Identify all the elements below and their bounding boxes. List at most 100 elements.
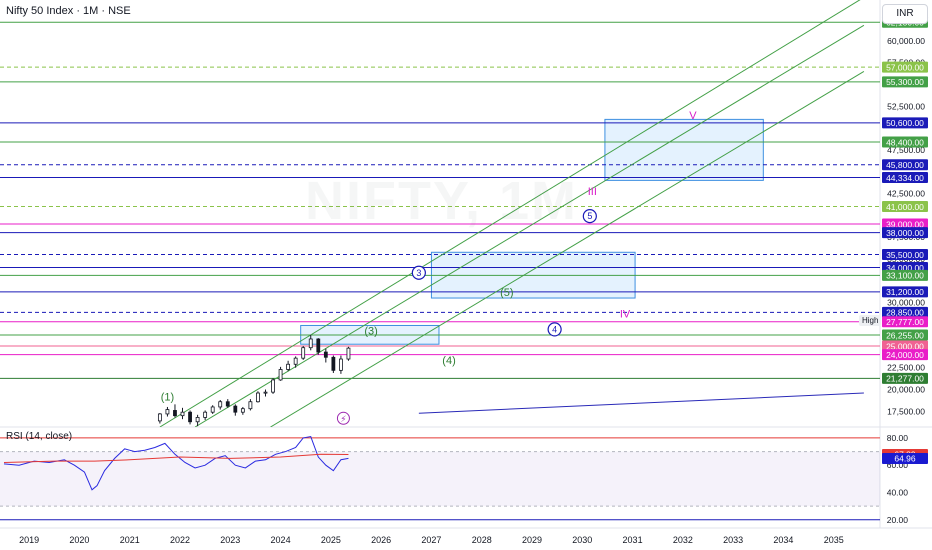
time-tick-label: 2026 [371, 535, 391, 545]
price-level-label: 55,300.00 [886, 77, 924, 87]
price-tick-label: 60,000.00 [887, 36, 925, 46]
time-tick-label: 2024 [271, 535, 291, 545]
price-level-tag [882, 201, 928, 213]
price-level-tag [882, 269, 928, 281]
rsi-tick-label: 40.00 [887, 488, 909, 498]
candle [293, 357, 298, 365]
candle [308, 338, 313, 349]
rsi-title[interactable]: RSI (14, close) [6, 431, 73, 442]
candle [278, 369, 283, 381]
time-tick-label: 2030 [572, 535, 592, 545]
time-tick-label: 2019 [19, 535, 39, 545]
time-tick-label: 2032 [673, 535, 693, 545]
price-level-tag [882, 248, 928, 260]
price-level-label: 28,850.00 [886, 308, 924, 318]
wave-label: IV [620, 309, 631, 321]
candle [240, 408, 245, 413]
candle [157, 413, 162, 422]
currency-button[interactable]: INR [882, 4, 928, 24]
trend-channel-line [194, 24, 865, 427]
price-level-label: 48,400.00 [886, 137, 924, 147]
candle [233, 405, 238, 413]
candle [286, 363, 291, 370]
rsi-value-label: 64.96 [894, 454, 916, 464]
price-level-tag [882, 340, 928, 352]
price-level-label: 45,800.00 [886, 160, 924, 170]
wave-circle [547, 322, 562, 337]
candle [173, 410, 177, 417]
rsi-series-line [3, 453, 349, 463]
price-level-label: 41,000.00 [886, 202, 924, 212]
candle [339, 358, 343, 371]
rsi-tick-label: 20.00 [887, 515, 909, 525]
rsi-tick-label: 80.00 [887, 433, 909, 443]
price-level-label: 50,600.00 [886, 118, 924, 128]
wave-circle [582, 209, 597, 224]
time-tick-label: 2020 [69, 535, 89, 545]
price-tick-label: 30,000.00 [887, 297, 925, 307]
time-tick-label: 2029 [522, 535, 542, 545]
price-level-label: 24,000.00 [886, 350, 924, 360]
price-level-tag [882, 159, 928, 171]
price-level-tag [882, 171, 928, 183]
wave-label: 5 [587, 211, 592, 221]
candle [180, 411, 185, 417]
candle [271, 379, 275, 393]
time-tick-label: 2022 [170, 535, 190, 545]
price-level-label: 31,200.00 [886, 287, 924, 297]
price-tick-label: 47,500.00 [887, 145, 925, 155]
price-level-tag [882, 306, 928, 318]
time-tick-label: 2023 [220, 535, 240, 545]
price-level-label: 26,255.00 [886, 330, 924, 340]
wave-circle [411, 265, 426, 280]
price-level-tag [882, 286, 928, 298]
price-level-label: 27,777.00 [886, 317, 924, 327]
candle [256, 392, 260, 403]
price-level-label: 39,000.00 [886, 219, 924, 229]
price-level-label: 21,277.00 [886, 374, 924, 384]
price-level-tag [882, 136, 928, 148]
rsi-series-line [3, 435, 349, 491]
price-tick-label: 17,500.00 [887, 406, 925, 416]
time-tick-label: 2034 [773, 535, 793, 545]
price-tick-label: 20,000.00 [887, 385, 925, 395]
symbol-watermark: NIFTY, 1M [305, 171, 579, 231]
candle [165, 409, 170, 415]
time-tick-label: 2031 [623, 535, 643, 545]
candle [316, 338, 321, 353]
price-level-label: 35,500.00 [886, 250, 924, 260]
wave-label: 3 [416, 268, 421, 278]
candle [323, 351, 328, 358]
time-tick-label: 2035 [824, 535, 844, 545]
price-level-tag [882, 218, 928, 230]
price-level-tag [882, 316, 928, 328]
time-tick-label: 2025 [321, 535, 341, 545]
rsi-value-tag [882, 452, 928, 464]
time-tick-label: 2027 [421, 535, 441, 545]
candle [263, 391, 268, 394]
lightning-icon [336, 411, 350, 425]
price-level-label: 57,000.00 [886, 62, 924, 72]
trend-channel-line [270, 71, 865, 427]
trend-channel-line [418, 392, 864, 414]
candle [203, 411, 208, 418]
rsi-tick-label: 60.00 [887, 460, 909, 470]
candle [346, 347, 351, 360]
price-level-tag [882, 117, 928, 129]
price-level-label: 25,000.00 [886, 341, 924, 351]
wave-label: (1) [161, 392, 174, 404]
price-level-label: 38,000.00 [886, 228, 924, 238]
time-tick-label: 2021 [120, 535, 140, 545]
wave-label: (4) [442, 355, 455, 367]
wave-label: 4 [552, 324, 557, 334]
wave-label: (3) [364, 325, 377, 337]
candle [331, 356, 336, 371]
candle [195, 417, 200, 423]
price-level-tag [882, 76, 928, 88]
price-tick-label: 42,500.00 [887, 188, 925, 198]
price-level-label: 34,000.00 [886, 263, 924, 273]
time-tick-label: 2033 [723, 535, 743, 545]
price-level-tag [882, 227, 928, 239]
chart-title[interactable]: Nifty 50 Index · 1M · NSE [6, 5, 131, 17]
